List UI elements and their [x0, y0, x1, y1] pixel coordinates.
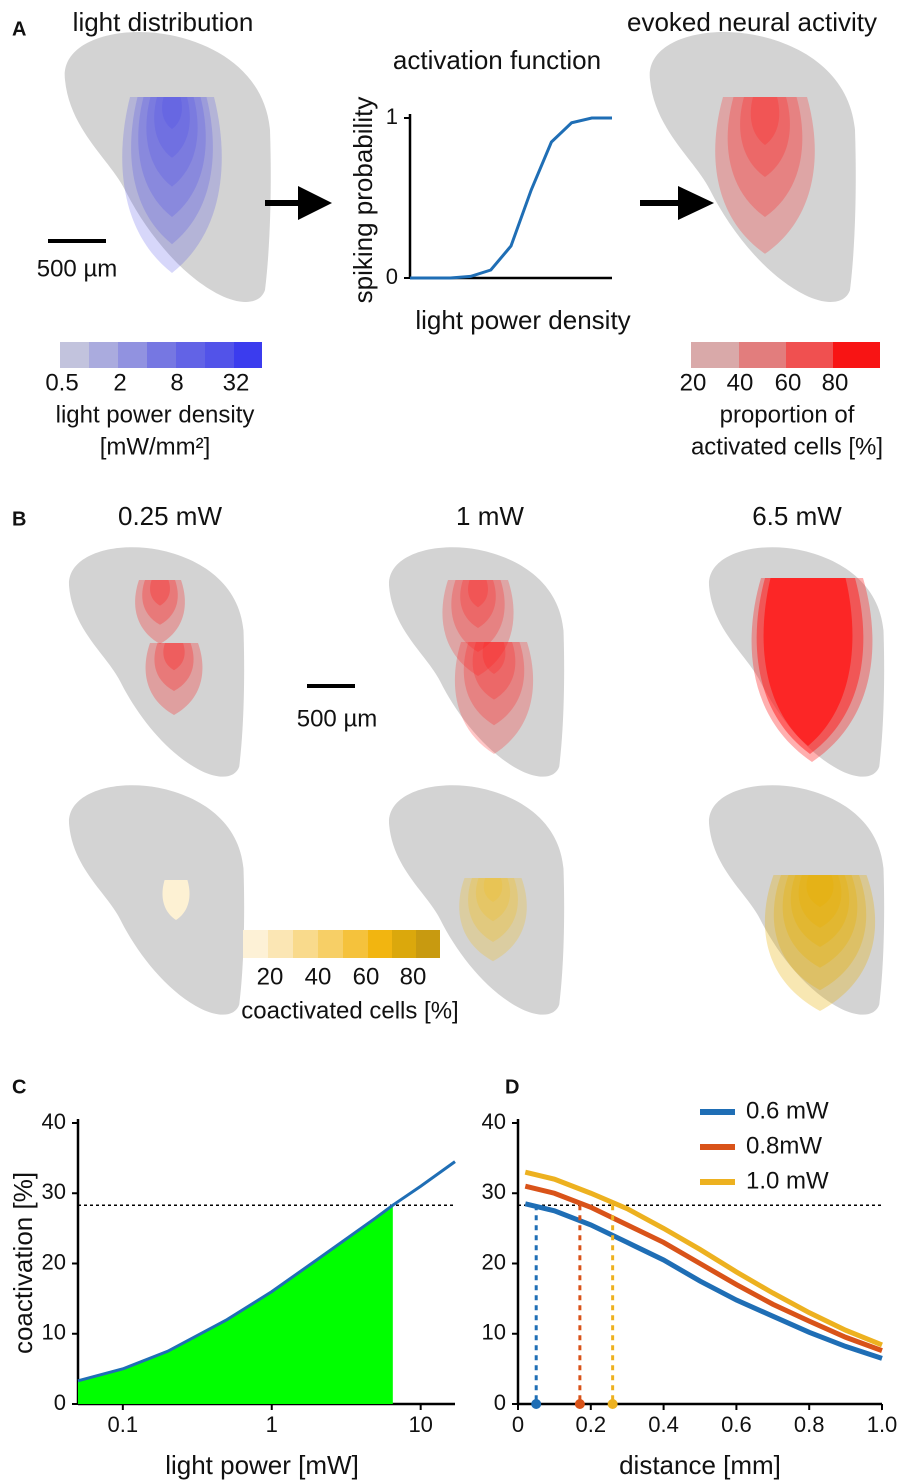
arrow	[265, 186, 332, 220]
y-tick-label: 30	[482, 1179, 506, 1204]
x-tick-label: 0.6	[721, 1412, 752, 1437]
y-tick-label: 1	[386, 104, 398, 129]
x-tick-label: 1.0	[867, 1412, 898, 1437]
x-axis-label: distance [mm]	[619, 1450, 781, 1480]
panel-title: evoked neural activity	[627, 7, 877, 37]
x-tick-label: 10	[408, 1412, 432, 1437]
line	[410, 118, 612, 278]
colorbar-label: 40	[727, 369, 754, 396]
brain-coactivation	[709, 785, 884, 1014]
colorbar-title: [mW/mm²]	[100, 433, 211, 460]
x-tick-label: 0.4	[648, 1412, 679, 1437]
legend-label: 0.6 mW	[746, 1097, 829, 1124]
colorbar-label: 20	[257, 963, 284, 990]
fill-area	[78, 1205, 393, 1404]
panel-label: A	[12, 18, 26, 40]
brain-activity	[389, 547, 564, 776]
panel-title: light distribution	[73, 7, 254, 37]
scale-label: 500 µm	[37, 255, 118, 282]
colorbar-title: activated cells [%]	[691, 433, 883, 460]
colorbar-label: 0.5	[45, 369, 78, 396]
y-tick-label: 20	[482, 1249, 506, 1274]
power-label: 1 mW	[456, 501, 524, 531]
y-tick-label: 30	[42, 1179, 66, 1204]
x-axis-label: light power [mW]	[165, 1450, 359, 1480]
brain-activity	[650, 32, 856, 302]
y-tick-label: 40	[482, 1109, 506, 1134]
legend-label: 1.0 mW	[746, 1167, 829, 1194]
x-tick-label: 1	[266, 1412, 278, 1437]
colorbar-label: 2	[113, 369, 126, 396]
y-tick-label: 20	[42, 1249, 66, 1274]
figure: A B C D light distribution evoked neural…	[0, 0, 904, 1481]
chart-title: activation function	[393, 45, 601, 75]
power-label: 0.25 mW	[118, 501, 222, 531]
x-axis-label: light power density	[415, 305, 630, 335]
brain-activity	[709, 547, 884, 776]
colorbar-title: light power density	[56, 401, 255, 428]
colorbar-label: 8	[170, 369, 183, 396]
colorbar-label: 60	[353, 963, 380, 990]
colorbar-title: coactivated cells [%]	[241, 997, 458, 1024]
brain-activity	[69, 547, 244, 776]
arrow	[640, 186, 714, 220]
colorbar-label: 80	[822, 369, 849, 396]
crossing-dot	[531, 1399, 541, 1409]
colorbar-label: 32	[223, 369, 250, 396]
crossing-dot	[608, 1399, 618, 1409]
y-tick-label: 40	[42, 1109, 66, 1134]
crossing-dot	[575, 1399, 585, 1409]
y-tick-label: 10	[42, 1320, 66, 1345]
yellow-colorbar	[243, 930, 440, 958]
legend-label: 0.8mW	[746, 1132, 822, 1159]
colorbar-title: proportion of	[720, 401, 855, 428]
panel-label: D	[505, 1076, 519, 1098]
x-tick-label: 0.1	[108, 1412, 139, 1437]
colorbar-label: 80	[400, 963, 427, 990]
power-label: 6.5 mW	[752, 501, 842, 531]
y-tick-label: 0	[54, 1390, 66, 1415]
panel-label: C	[12, 1076, 26, 1098]
colorbar-label: 40	[305, 963, 332, 990]
colorbar-label: 60	[775, 369, 802, 396]
scale-label: 500 µm	[297, 705, 378, 732]
x-tick-label: 0.8	[794, 1412, 825, 1437]
y-axis-label: coactivation [%]	[8, 1172, 38, 1354]
colorbar-label: 20	[680, 369, 707, 396]
brain-coactivation	[69, 785, 244, 1014]
blue-colorbar	[60, 342, 262, 368]
y-tick-label: 0	[386, 264, 398, 289]
y-axis-label: spiking probability	[348, 97, 378, 304]
y-tick-label: 10	[482, 1320, 506, 1345]
x-tick-label: 0	[512, 1412, 524, 1437]
panel-label: B	[12, 508, 26, 530]
y-tick-label: 0	[494, 1390, 506, 1415]
red-colorbar	[691, 342, 880, 368]
x-tick-label: 0.2	[576, 1412, 607, 1437]
